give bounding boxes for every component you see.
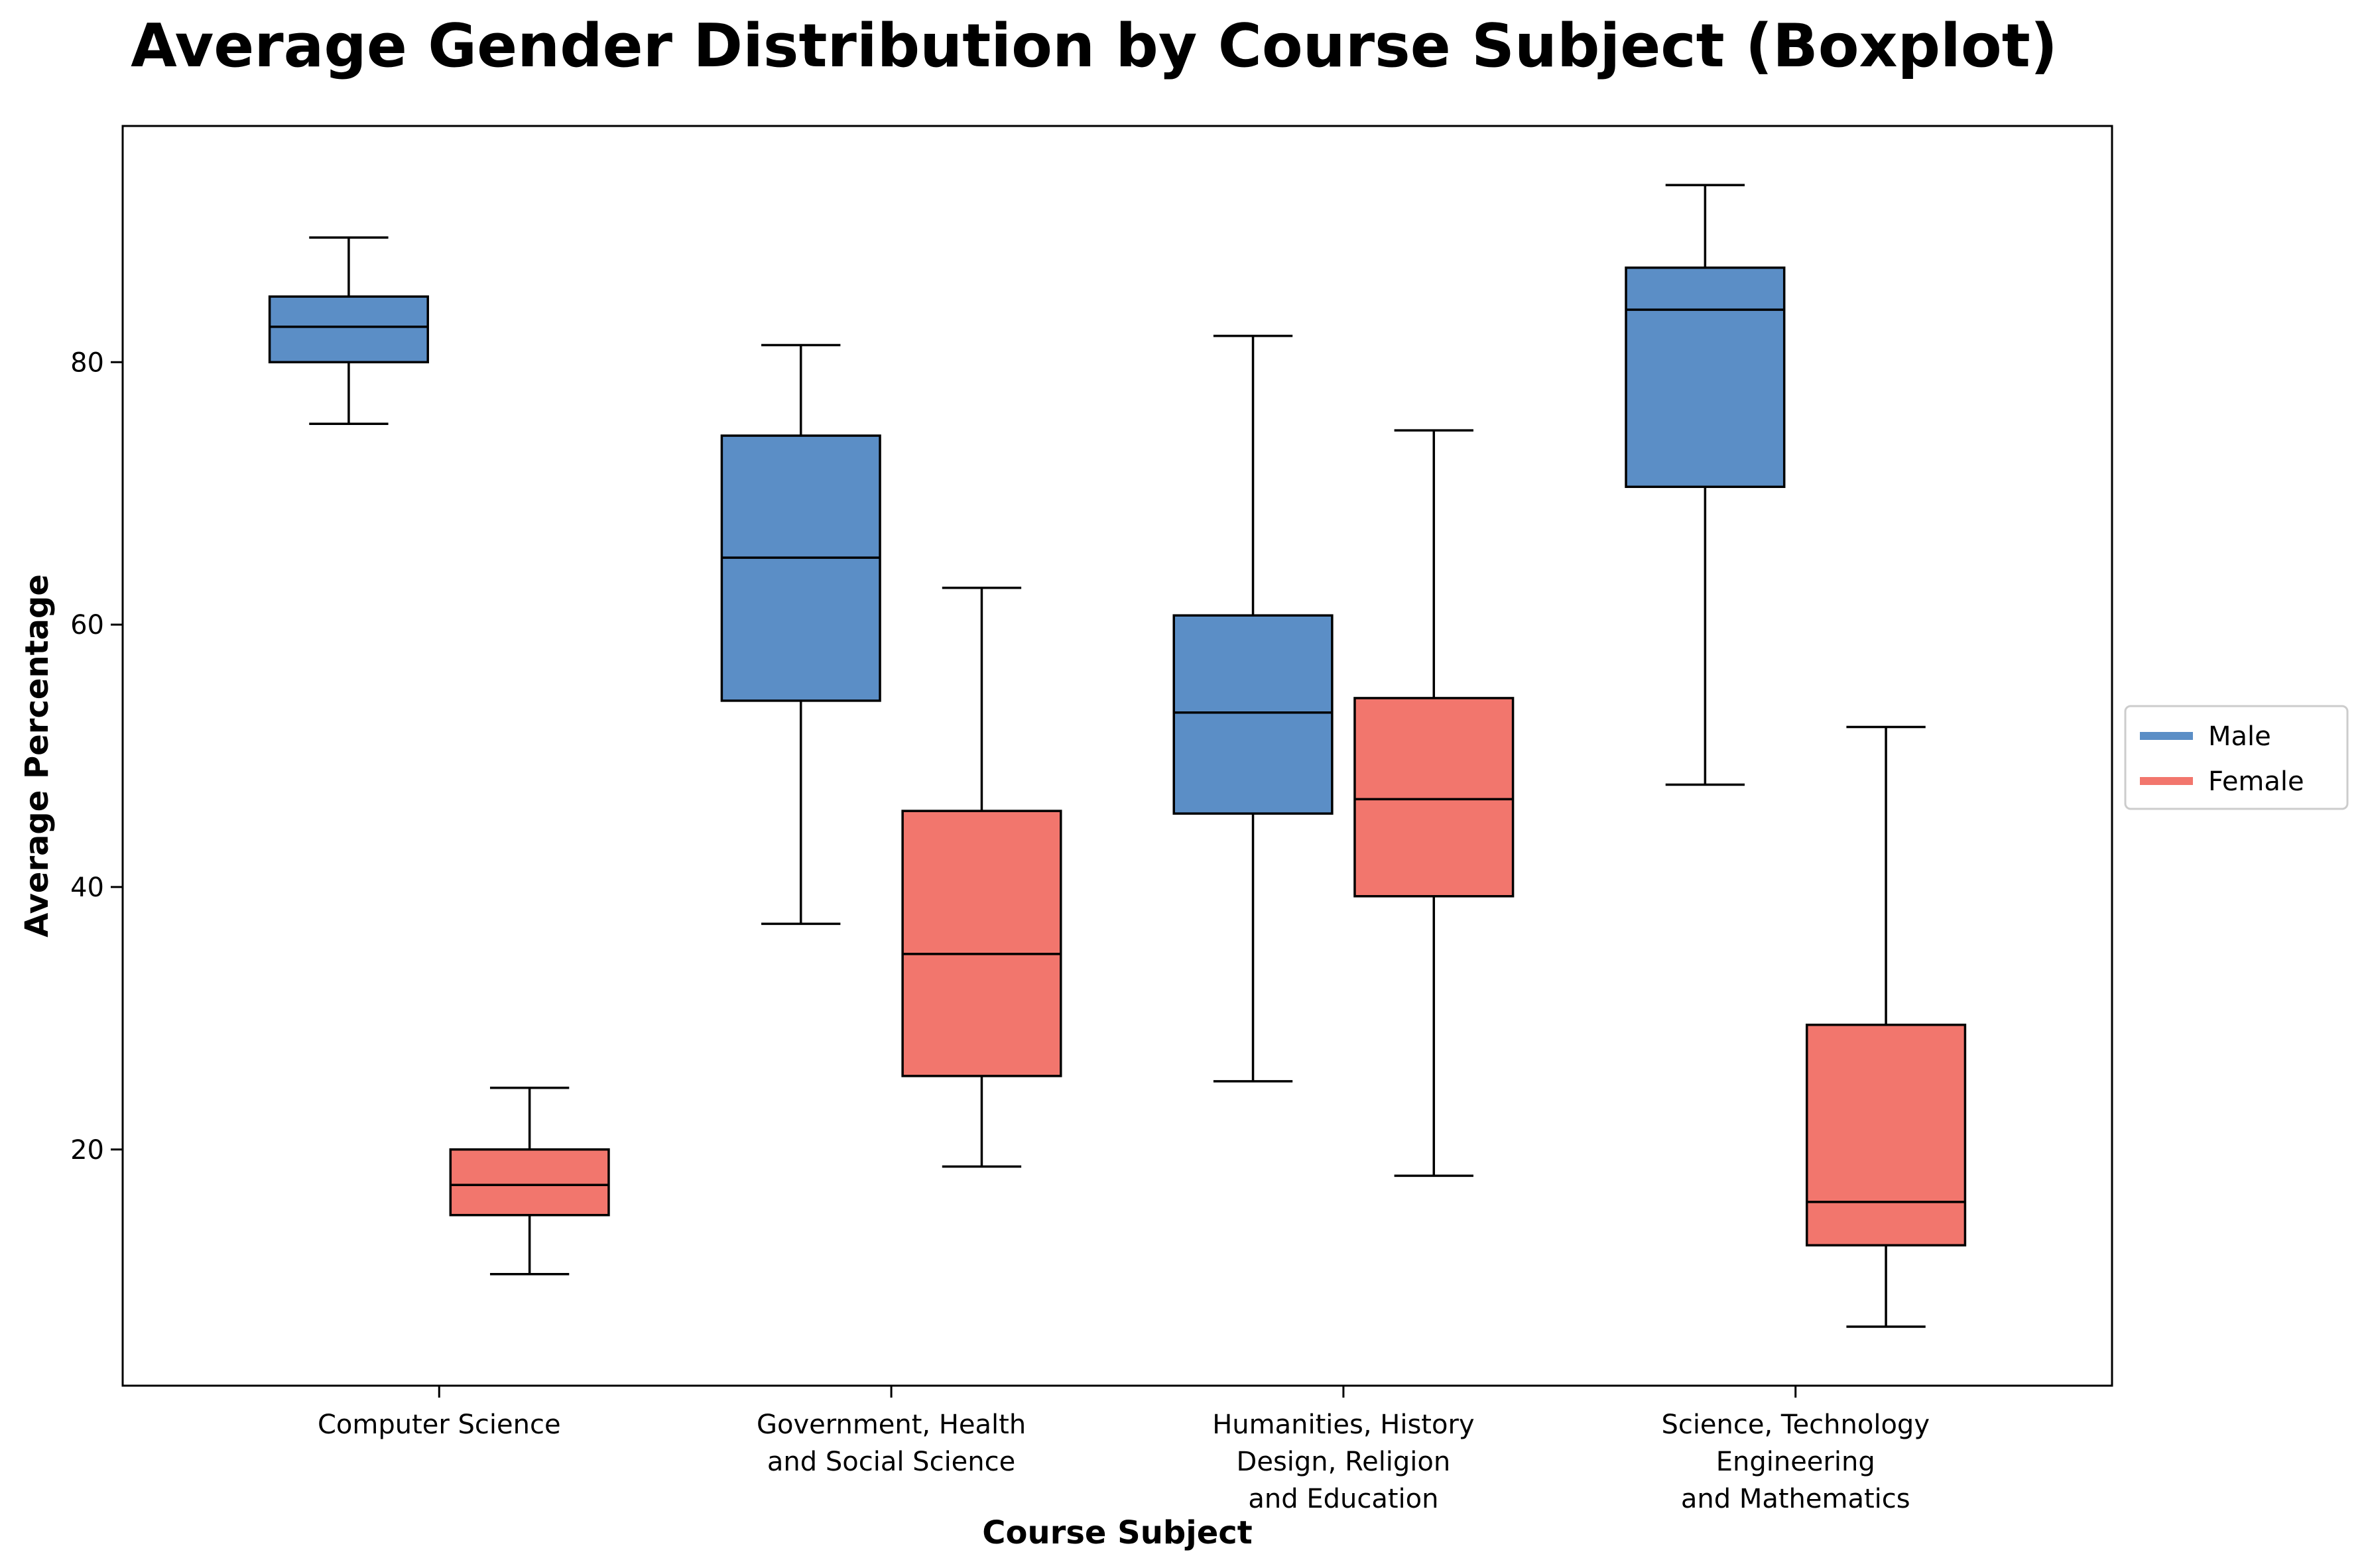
- x-tick-label: Humanities, History Design, Religion and E…: [1212, 1410, 1474, 1514]
- plot-area-frame: [121, 125, 2113, 1387]
- box-female-0: [449, 1086, 610, 1276]
- x-tick-label: Computer Science: [318, 1410, 561, 1440]
- box-body: [449, 1148, 610, 1217]
- box-male-1: [720, 343, 881, 926]
- y-tick-label: 20: [70, 1135, 104, 1166]
- box-male-0: [268, 236, 429, 426]
- y-tick-label: 60: [70, 610, 104, 640]
- y-axis: 20 40 60 80: [70, 347, 123, 1166]
- box-female-3: [1806, 725, 1967, 1328]
- box-female-2: [1353, 429, 1515, 1177]
- box-body: [1353, 697, 1515, 898]
- box-layer: [268, 184, 1967, 1328]
- x-axis: Computer Science Government, Health and So…: [318, 1386, 1930, 1514]
- legend-label: Female: [2208, 766, 2304, 797]
- box-female-1: [901, 586, 1062, 1168]
- box-body: [268, 295, 429, 363]
- chart-title: Average Gender Distribution by Course Su…: [131, 11, 2058, 81]
- box-body: [901, 810, 1062, 1077]
- x-tick-label: Science, Technology Engineering and Mathem…: [1661, 1410, 1930, 1514]
- box-male-2: [1172, 334, 1334, 1083]
- box-body: [1172, 614, 1334, 815]
- legend-label: Male: [2208, 721, 2271, 752]
- x-tick-label: Government, Health and Social Science: [757, 1410, 1026, 1477]
- y-tick-label: 80: [70, 347, 104, 378]
- box-body: [1625, 267, 1786, 489]
- y-tick-label: 40: [70, 873, 104, 903]
- legend: Male Female: [2124, 705, 2349, 810]
- box-body: [720, 434, 881, 702]
- x-axis-label: Course Subject: [982, 1514, 1252, 1551]
- box-male-3: [1625, 184, 1786, 786]
- box-body: [1806, 1023, 1967, 1246]
- y-axis-label: Average Percentage: [19, 574, 56, 937]
